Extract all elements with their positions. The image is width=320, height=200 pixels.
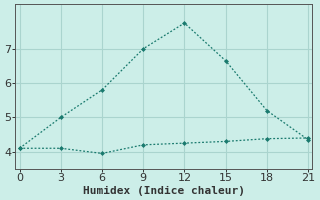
X-axis label: Humidex (Indice chaleur): Humidex (Indice chaleur): [83, 186, 245, 196]
